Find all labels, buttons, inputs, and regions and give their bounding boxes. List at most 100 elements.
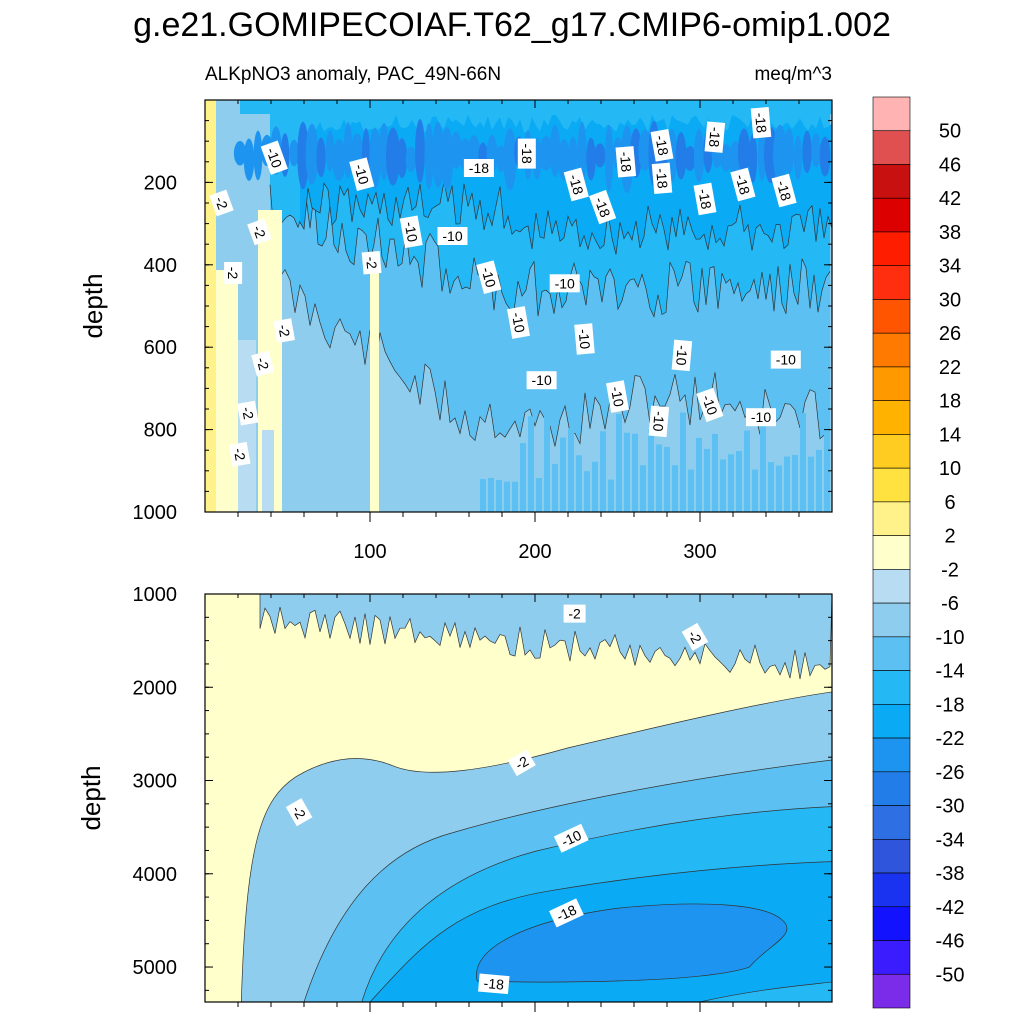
contour-label: -10 bbox=[606, 380, 629, 413]
contour-label-box bbox=[228, 441, 251, 467]
region-minus-22 bbox=[253, 130, 263, 181]
colorbar-swatch bbox=[872, 906, 911, 941]
contour-label-box bbox=[476, 260, 502, 295]
contour-label-box bbox=[770, 350, 801, 369]
contour-label: -10 bbox=[696, 387, 724, 423]
colorbar-swatch bbox=[872, 366, 911, 401]
colorbar-level-label: -2 bbox=[941, 559, 959, 581]
colorbar-level-label: 38 bbox=[939, 222, 961, 244]
region-minus-22 bbox=[748, 134, 758, 183]
y-tick-label: 400 bbox=[144, 255, 177, 277]
contour-label-text: -2 bbox=[250, 223, 269, 240]
region-minus-10 bbox=[664, 446, 670, 512]
colorbar-swatch bbox=[872, 164, 911, 199]
region-minus-22 bbox=[450, 131, 462, 169]
upper-y-axis-title: depth bbox=[78, 273, 108, 338]
contour-label: -18 bbox=[589, 189, 617, 225]
colorbar-level-label: 42 bbox=[939, 188, 961, 210]
contour-label-box bbox=[589, 189, 617, 225]
region-minus-22 bbox=[476, 903, 787, 982]
contour-label: -10 bbox=[671, 339, 693, 372]
contour-label-box bbox=[606, 380, 629, 413]
region-minus-10 bbox=[816, 449, 822, 512]
contour-label-text: -10 bbox=[478, 265, 499, 289]
contour-label-box bbox=[437, 227, 468, 245]
region-minus-10 bbox=[576, 455, 582, 512]
contour-label-box bbox=[615, 146, 637, 178]
colorbar-swatch bbox=[872, 96, 911, 132]
region-minus-22 bbox=[369, 127, 381, 189]
region-minus-22 bbox=[604, 124, 614, 192]
contour-label-box bbox=[224, 262, 243, 284]
contour-label-box bbox=[750, 106, 772, 139]
contour-label-box bbox=[361, 250, 382, 275]
region-minus-22 bbox=[675, 132, 687, 180]
contour-label-text: -18 bbox=[519, 143, 535, 163]
region-minus-6 bbox=[260, 594, 832, 680]
region-minus-22 bbox=[729, 141, 741, 177]
region-minus-10 bbox=[800, 412, 806, 512]
contour-label-text: -2 bbox=[225, 267, 241, 280]
colorbar-swatch bbox=[872, 872, 911, 908]
contour-label-text: -10 bbox=[608, 385, 627, 408]
contour-label: -10 bbox=[553, 823, 589, 853]
contour-label: -10 bbox=[746, 408, 776, 427]
region-minus-10 bbox=[544, 412, 550, 512]
region-minus-22 bbox=[415, 119, 425, 183]
x-tick-label: 300 bbox=[683, 541, 716, 563]
contour-label-box bbox=[651, 162, 673, 195]
region-minus-22 bbox=[757, 124, 767, 181]
region-minus-10 bbox=[520, 443, 526, 512]
contour-line bbox=[369, 861, 832, 1002]
upper-panel: ALKpNO3 anomaly, PAC_49N-66N meq/m^3 -10… bbox=[78, 64, 833, 563]
contour-label-box bbox=[247, 218, 272, 246]
y-tick-label: 3000 bbox=[133, 771, 178, 793]
colorbar-level-label: -34 bbox=[936, 829, 965, 851]
colorbar-level-label: -18 bbox=[936, 694, 965, 716]
region-minus-10 bbox=[680, 412, 686, 512]
contour-label-text: -2 bbox=[212, 194, 231, 211]
contour-label-text: -18 bbox=[653, 168, 671, 190]
region-minus-22 bbox=[783, 128, 795, 175]
contour-label-text: -18 bbox=[774, 179, 795, 203]
contour-label-box bbox=[260, 140, 288, 175]
region-minus-22 bbox=[386, 127, 400, 186]
region-minus-22 bbox=[539, 135, 553, 171]
y-tick-label: 2000 bbox=[133, 677, 178, 699]
colorbar-swatch bbox=[872, 400, 911, 435]
region-minus-10 bbox=[824, 422, 830, 512]
colorbar-swatch bbox=[872, 501, 911, 536]
region-minus-22 bbox=[233, 140, 247, 166]
upper-right-label: meq/m^3 bbox=[754, 64, 832, 85]
colorbar-swatch bbox=[872, 973, 911, 1009]
colorbar-level-label: 14 bbox=[939, 424, 961, 446]
y-tick-label: 600 bbox=[144, 337, 177, 359]
colorbar-level-label: 46 bbox=[939, 154, 961, 176]
colorbar-level-label: 22 bbox=[939, 357, 961, 379]
colorbar-level-label: -38 bbox=[936, 863, 965, 885]
upper-left-label: ALKpNO3 anomaly, PAC_49N-66N bbox=[205, 64, 501, 85]
contour-label: -18 bbox=[693, 182, 717, 216]
region-minus-22 bbox=[440, 127, 454, 190]
contour-label-text: -10 bbox=[751, 409, 771, 425]
contour-label-box bbox=[681, 622, 709, 651]
contour-label-box bbox=[549, 274, 580, 293]
chart-title: g.e21.GOMIPECOIAF.T62_g17.CMIP6-omip1.00… bbox=[133, 6, 891, 44]
contour-label-text: -10 bbox=[576, 328, 594, 350]
contour-label: -10 bbox=[574, 323, 595, 355]
region-minus-22 bbox=[638, 129, 652, 172]
colorbar-level-label: 34 bbox=[939, 256, 961, 278]
region-minus-22 bbox=[684, 145, 696, 171]
region-minus-22 bbox=[557, 139, 571, 181]
region-minus-22 bbox=[811, 133, 821, 168]
contour-label: -18 bbox=[615, 146, 637, 178]
region-minus-10 bbox=[600, 431, 606, 512]
contour-label-text: -2 bbox=[363, 256, 380, 270]
colorbar-level-label: 2 bbox=[944, 526, 955, 548]
contour-label-text: -10 bbox=[776, 352, 796, 368]
contour-label-box bbox=[650, 128, 674, 162]
contour-label-box bbox=[349, 157, 375, 192]
contour-label: -10 bbox=[526, 371, 557, 390]
contour-label-box bbox=[696, 387, 724, 423]
